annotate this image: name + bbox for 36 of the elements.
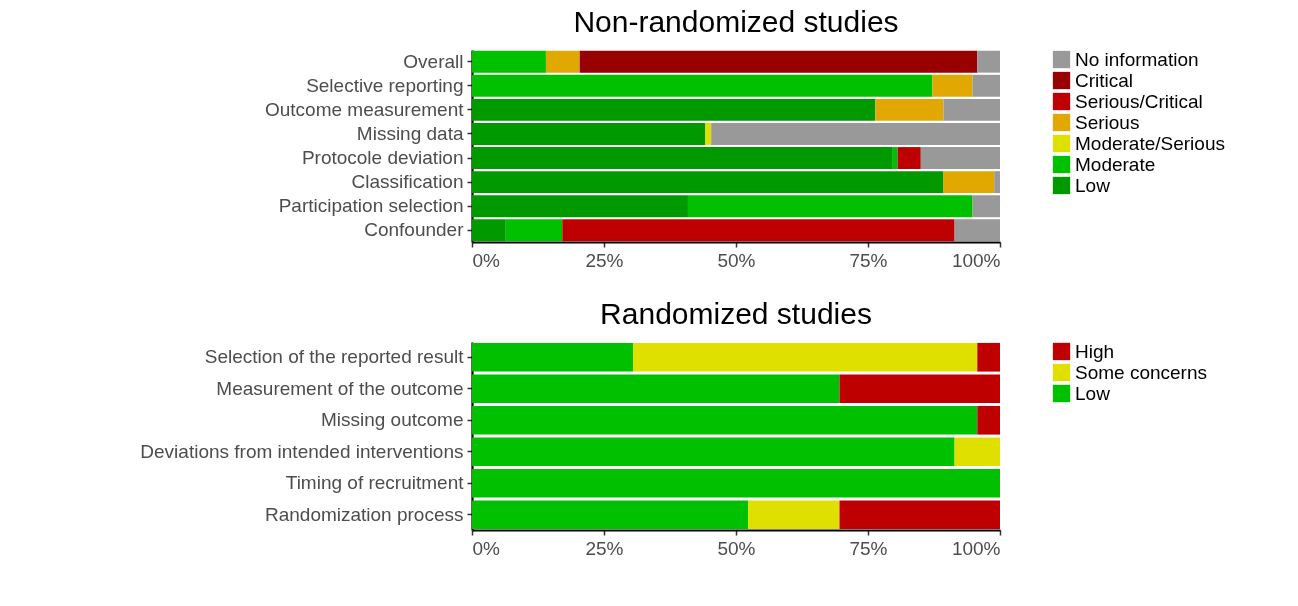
y-tick-label: Measurement of the outcome <box>216 377 464 399</box>
x-tick-label: 25% <box>585 537 624 559</box>
x-tick-label: 75% <box>849 537 888 559</box>
y-tick-label: Participation selection <box>278 195 464 217</box>
y-tick-label: Missing data <box>356 122 464 144</box>
legend-label: Some concerns <box>1075 361 1208 383</box>
legend-label: Serious/Critical <box>1075 90 1203 112</box>
legend-label: No information <box>1075 48 1199 70</box>
x-tick-label: 100% <box>951 537 1001 559</box>
legend-label: Serious <box>1075 111 1140 133</box>
y-tick-label: Overall <box>403 50 464 72</box>
y-tick-label: Confounder <box>364 219 465 241</box>
x-tick-label: 0% <box>472 537 501 559</box>
x-tick-label: 100% <box>951 249 1001 271</box>
y-tick-label: Selection of the reported result <box>204 346 465 368</box>
y-tick-label: Selective reporting <box>306 74 464 96</box>
x-tick-label: 50% <box>717 249 756 271</box>
legend-label: High <box>1075 340 1115 362</box>
y-tick-label: Classification <box>351 171 464 193</box>
legend-label: Low <box>1075 382 1111 404</box>
legend-label: Critical <box>1075 69 1134 91</box>
x-tick-label: 25% <box>585 249 624 271</box>
y-tick-label: Deviations from intended interventions <box>140 440 464 462</box>
y-tick-label: Protocole deviation <box>301 147 464 169</box>
x-tick-label: 75% <box>849 249 888 271</box>
y-tick-label: Missing outcome <box>320 409 464 431</box>
legend-label: Moderate <box>1075 153 1156 175</box>
x-tick-label: 0% <box>472 249 501 271</box>
chart-title: Randomized studies <box>600 297 872 330</box>
legend-label: Low <box>1075 174 1111 196</box>
x-tick-label: 50% <box>717 537 756 559</box>
legend-label: Moderate/Serious <box>1075 132 1225 154</box>
y-tick-label: Timing of recruitment <box>285 472 465 494</box>
chart-title: Non-randomized studies <box>573 5 899 38</box>
y-tick-label: Outcome measurement <box>264 98 465 120</box>
y-tick-label: Randomization process <box>264 503 464 525</box>
